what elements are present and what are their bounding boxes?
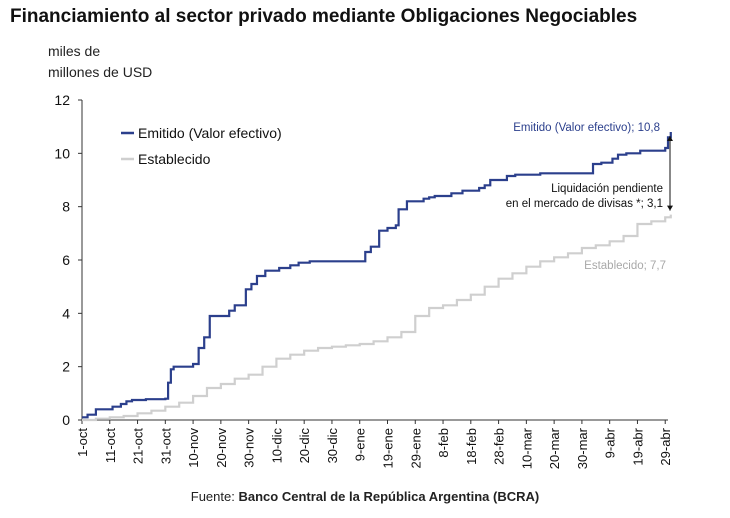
y-tick-label: 12 [54, 92, 70, 108]
x-tick-label: 11-oct [103, 428, 118, 464]
y-tick-label: 2 [62, 359, 70, 375]
annotation-emitido-end: Emitido (Valor efectivo); 10,8 [513, 122, 660, 134]
x-tick-label: 31-oct [158, 428, 173, 465]
series-line-emitido [82, 132, 672, 419]
x-tick-label: 18-feb [464, 428, 479, 465]
x-tick-label: 20-nov [214, 428, 229, 468]
x-tick-label: 30-nov [242, 428, 257, 468]
x-tick-label: 1-oct [75, 428, 90, 457]
source-prefix: Fuente: [190, 489, 235, 504]
annotations: Emitido (Valor efectivo); 10,8 Establecid… [506, 122, 673, 272]
y-unit-line2: millones de USD [48, 64, 153, 80]
y-axis: 0 2 4 6 8 10 12 [54, 92, 83, 428]
gap-arrow-head-bottom [667, 205, 673, 211]
x-tick-label: 29-ene [408, 428, 423, 468]
line-chart: 0 2 4 6 8 10 12 1-oct 11-oct 21-oct 31-oct 10-nov 2… [54, 92, 673, 469]
chart-title: Financiamiento al sector privado mediant… [10, 6, 638, 27]
legend-label-emitido: Emitido (Valor efectivo) [138, 125, 282, 141]
x-tick-label: 29-abr [658, 427, 673, 465]
x-tick-label: 19-abr [630, 427, 645, 465]
series-line-establecido [82, 214, 672, 422]
x-tick-label: 20-dic [297, 428, 312, 464]
x-tick-label: 20-mar [547, 427, 562, 469]
x-tick-label: 30-dic [325, 428, 340, 464]
x-tick-label: 10-mar [519, 427, 534, 469]
x-axis: 1-oct 11-oct 21-oct 31-oct 10-nov 20-nov 30-no… [75, 419, 673, 469]
x-tick-label: 9-ene [353, 428, 368, 461]
legend: Emitido (Valor efectivo) Establecido [121, 125, 282, 167]
y-tick-label: 6 [62, 252, 70, 268]
y-tick-label: 10 [54, 145, 70, 161]
legend-label-establecido: Establecido [138, 151, 211, 167]
annotation-establecido-end: Establecido; 7,7 [584, 260, 666, 272]
x-tick-label: 21-oct [131, 428, 146, 465]
x-tick-label: 28-feb [492, 428, 507, 465]
y-tick-label: 8 [62, 199, 70, 215]
gap-arrow-head-top [667, 136, 673, 141]
x-tick-label: 10-dic [269, 428, 284, 464]
x-tick-label: 8-feb [436, 428, 451, 458]
x-tick-label: 9-abr [603, 427, 618, 458]
x-tick-label: 10-nov [186, 428, 201, 468]
series-layer [82, 132, 672, 422]
source-note: Fuente: Banco Central de la República Ar… [0, 489, 730, 504]
annotation-gap-line2: en el mercado de divisas *; 3,1 [506, 198, 663, 210]
x-tick-label: 19-ene [380, 428, 395, 468]
source-name: Banco Central de la República Argentina … [238, 489, 540, 504]
y-tick-label: 0 [62, 412, 70, 428]
x-tick-label: 30-mar [575, 427, 590, 469]
y-tick-label: 4 [62, 305, 70, 321]
y-unit-line1: miles de [48, 43, 101, 59]
y-axis-unit-label: miles de millones de USD [48, 41, 152, 83]
annotation-gap-line1: Liquidación pendiente [551, 183, 663, 195]
